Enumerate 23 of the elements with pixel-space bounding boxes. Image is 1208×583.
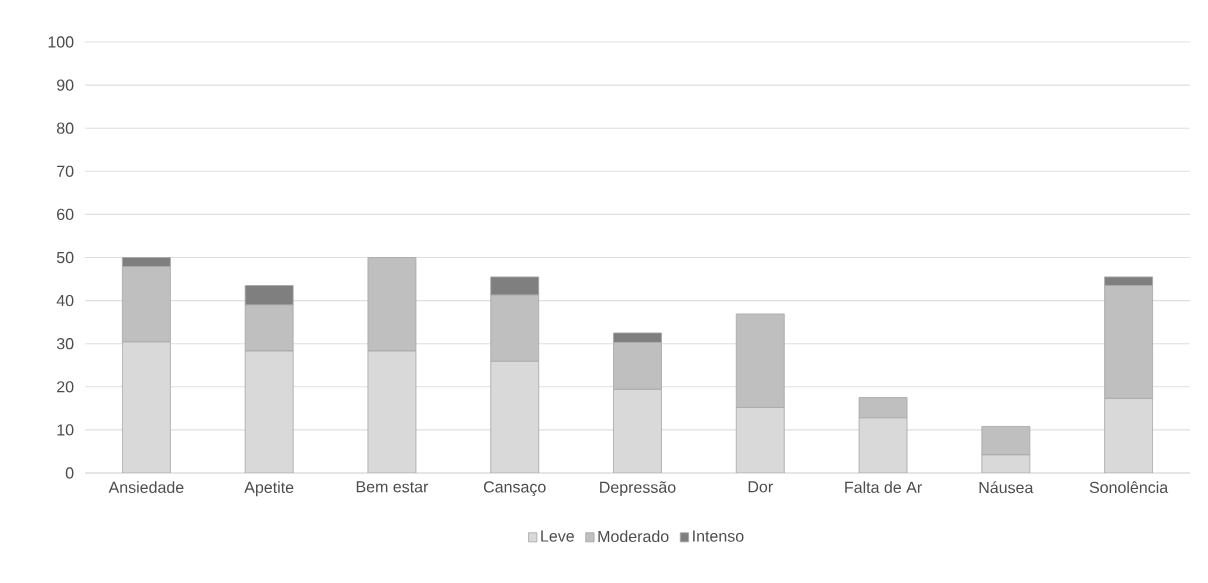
- y-tick-label: 40: [56, 294, 74, 307]
- y-tick-label: 10: [57, 424, 74, 436]
- y-tick-label: 70: [57, 165, 74, 177]
- x-tick-label: Apetite: [244, 481, 294, 497]
- x-tick-label: Cansaço: [483, 481, 546, 496]
- y-tick-label: 100: [48, 36, 74, 48]
- y-tick-label: 20: [57, 381, 74, 393]
- y-tick-label: 0: [65, 467, 74, 479]
- legend-label: Leve: [541, 530, 574, 542]
- y-tick-label: 30: [56, 338, 74, 350]
- x-tick-label: Sonolência: [1089, 481, 1169, 494]
- x-tick-label: Depressão: [600, 481, 676, 497]
- legend-label: Intenso: [693, 530, 744, 542]
- x-tick-label: Falta de Ar: [845, 481, 922, 494]
- legend-label: Moderado: [598, 530, 669, 543]
- x-tick-label: Bem estar: [356, 481, 429, 493]
- y-tick-label: 90: [57, 79, 74, 91]
- x-tick-label: Ansiedade: [108, 481, 184, 494]
- y-tick-label: 50: [56, 251, 74, 264]
- x-tick-label: Náusea: [979, 481, 1034, 494]
- y-tick-label: 80: [56, 122, 74, 134]
- x-tick-label: Dor: [748, 481, 773, 493]
- y-tick-label: 60: [57, 208, 74, 221]
